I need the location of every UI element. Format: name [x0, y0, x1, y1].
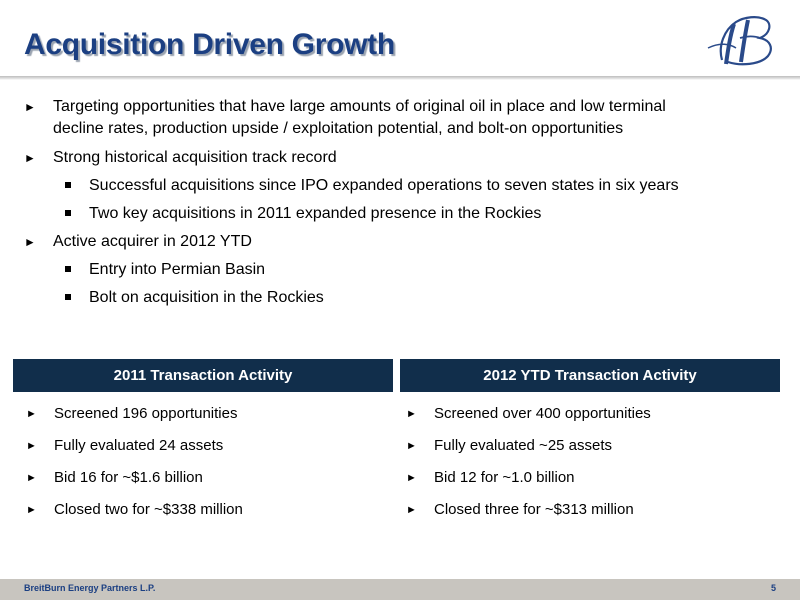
transaction-2012-header: 2012 YTD Transaction Activity — [400, 359, 780, 392]
bullet-line: Targeting opportunities that have large … — [53, 98, 666, 115]
transaction-2012-item: ► Fully evaluated ~25 assets — [406, 436, 613, 456]
arrow-bullet-icon: ► — [406, 504, 417, 516]
item-text: Screened over 400 opportunities — [434, 405, 651, 422]
bullet-line: Entry into Permian Basin — [89, 261, 266, 278]
footer-bar: BreitBurn Energy Partners L.P. 5 — [0, 579, 800, 600]
sub-bullet-item: Two key acquisitions in 2011 expanded pr… — [65, 203, 542, 225]
footer-company: BreitBurn Energy Partners L.P. — [24, 583, 156, 593]
transaction-2012-item: ► Screened over 400 opportunities — [406, 404, 651, 424]
item-text: Fully evaluated 24 assets — [54, 437, 224, 454]
transaction-2011-item: ► Bid 16 for ~$1.6 billion — [26, 468, 203, 488]
square-bullet-icon — [65, 294, 71, 300]
sub-bullet-item: Entry into Permian Basin — [65, 259, 266, 281]
transaction-2012-item: ► Bid 12 for ~1.0 billion — [406, 468, 575, 488]
arrow-bullet-icon: ► — [406, 472, 417, 484]
bullet-line: Active acquirer in 2012 YTD — [53, 233, 252, 250]
item-text: Bid 16 for ~$1.6 billion — [54, 469, 203, 486]
square-bullet-icon — [65, 182, 71, 188]
transaction-2012-item: ► Closed three for ~$313 million — [406, 500, 634, 520]
bullet-item: ► Targeting opportunities that have larg… — [24, 96, 753, 140]
transaction-2011-item: ► Closed two for ~$338 million — [26, 500, 243, 520]
square-bullet-icon — [65, 266, 71, 272]
page-number: 5 — [770, 583, 776, 593]
slide-title: Acquisition Driven Growth — [24, 28, 395, 61]
item-text: Fully evaluated ~25 assets — [434, 437, 613, 454]
arrow-bullet-icon: ► — [26, 440, 37, 452]
item-text: Closed two for ~$338 million — [54, 501, 243, 518]
bullet-line: Bolt on acquisition in the Rockies — [89, 289, 324, 306]
transaction-2011-item: ► Screened 196 opportunities — [26, 404, 238, 424]
arrow-bullet-icon: ► — [24, 235, 36, 249]
transaction-2011-item: ► Fully evaluated 24 assets — [26, 436, 224, 456]
bullet-line: Strong historical acquisition track reco… — [53, 149, 337, 166]
arrow-bullet-icon: ► — [406, 408, 417, 420]
transaction-2011-header: 2011 Transaction Activity — [13, 359, 393, 392]
title-divider — [0, 76, 800, 80]
sub-bullet-item: Bolt on acquisition in the Rockies — [65, 287, 324, 309]
arrow-bullet-icon: ► — [26, 408, 37, 420]
sub-bullet-item: Successful acquisitions since IPO expand… — [65, 175, 679, 197]
arrow-bullet-icon: ► — [24, 100, 36, 114]
item-text: Bid 12 for ~1.0 billion — [434, 469, 575, 486]
item-text: Screened 196 opportunities — [54, 405, 238, 422]
item-text: Closed three for ~$313 million — [434, 501, 634, 518]
square-bullet-icon — [65, 210, 71, 216]
bullet-line: Successful acquisitions since IPO expand… — [89, 177, 679, 194]
breitburn-bb-monogram-logo-icon — [707, 16, 772, 66]
arrow-bullet-icon: ► — [26, 472, 37, 484]
arrow-bullet-icon: ► — [406, 440, 417, 452]
bullet-line: decline rates, production upside / explo… — [53, 120, 624, 137]
bullet-line: Two key acquisitions in 2011 expanded pr… — [89, 205, 542, 222]
bullet-item: ► Active acquirer in 2012 YTD — [24, 231, 753, 253]
arrow-bullet-icon: ► — [26, 504, 37, 516]
arrow-bullet-icon: ► — [24, 151, 36, 165]
bullet-item: ► Strong historical acquisition track re… — [24, 147, 753, 169]
